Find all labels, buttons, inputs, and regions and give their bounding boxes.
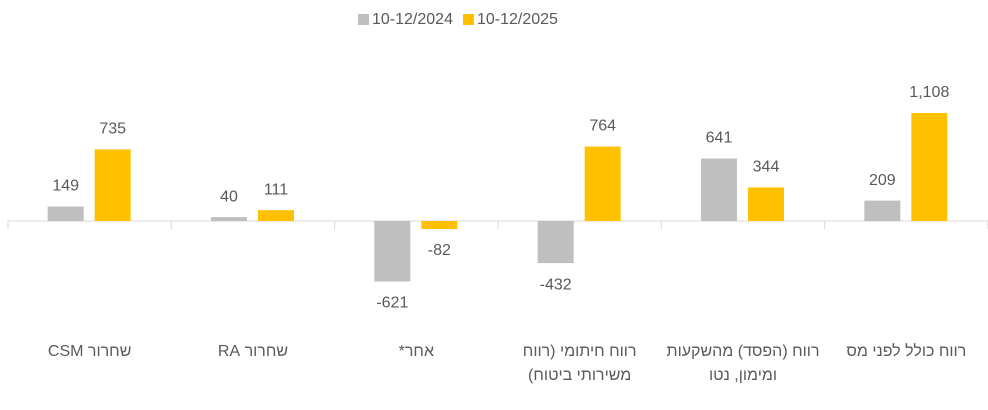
x-tick-label: רווח (הפסד) מהשקעות ומימון, נטו xyxy=(666,343,820,384)
data-label: 641 xyxy=(706,130,733,147)
legend-swatch xyxy=(462,14,474,25)
legend-swatch xyxy=(358,14,369,25)
x-tick-label: רווח כולל לפני מס xyxy=(846,343,967,360)
data-label: -432 xyxy=(540,276,572,293)
bar xyxy=(258,210,294,221)
data-label: 344 xyxy=(753,159,780,176)
bar xyxy=(584,146,621,221)
bar xyxy=(911,113,948,221)
bar xyxy=(701,158,737,221)
bar xyxy=(537,221,574,264)
bar xyxy=(374,221,411,282)
legend-label: 10-12/2024 xyxy=(372,11,453,28)
x-tick-label: רווח חיתומי (רווח משירותי ביטוח) xyxy=(522,343,637,384)
bar xyxy=(211,217,247,221)
x-tick-label: שחרור CSM xyxy=(47,343,132,360)
data-label: 149 xyxy=(52,178,79,195)
data-label: 111 xyxy=(264,181,288,198)
legend-label: 10-12/2025 xyxy=(477,11,558,28)
data-label: 764 xyxy=(589,118,616,135)
data-label: 40 xyxy=(220,188,238,205)
data-label: 1,108 xyxy=(909,84,949,101)
bar xyxy=(47,206,84,221)
bar xyxy=(421,221,458,229)
x-tick-label: אחר* xyxy=(398,343,434,360)
bar xyxy=(864,200,901,221)
x-tick-label: שחרור RA xyxy=(217,343,289,360)
bar xyxy=(748,187,784,221)
data-label: -621 xyxy=(376,295,408,312)
data-label: 735 xyxy=(99,121,126,138)
data-label: -82 xyxy=(428,242,451,259)
bar xyxy=(94,149,131,221)
data-label: 209 xyxy=(869,172,896,189)
